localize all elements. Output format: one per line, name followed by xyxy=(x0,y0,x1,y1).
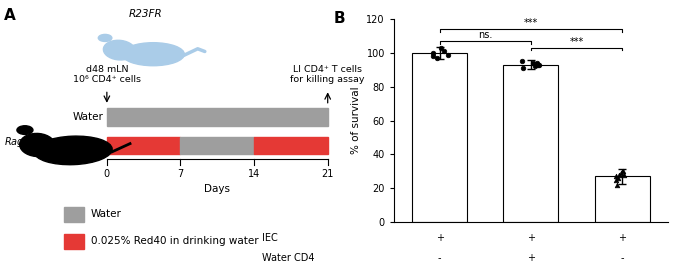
Text: 14: 14 xyxy=(248,169,260,179)
Point xyxy=(534,63,545,67)
Text: d48 mLN
10⁶ CD4⁺ cells: d48 mLN 10⁶ CD4⁺ cells xyxy=(73,64,141,84)
Ellipse shape xyxy=(17,126,33,134)
Point xyxy=(427,51,438,55)
Bar xyxy=(64,234,84,249)
Point xyxy=(436,46,447,50)
Ellipse shape xyxy=(34,136,112,165)
Text: $\it{Rag1}$$^{-/-}$: $\it{Rag1}$$^{-/-}$ xyxy=(3,134,45,150)
Bar xyxy=(412,53,467,222)
Ellipse shape xyxy=(103,40,135,60)
Text: Red 40: Red 40 xyxy=(67,141,103,151)
Point xyxy=(532,61,543,65)
Point xyxy=(432,56,443,60)
Text: A: A xyxy=(3,8,15,23)
Bar xyxy=(64,207,84,222)
Point xyxy=(613,176,624,180)
Text: ***: *** xyxy=(569,37,584,47)
Point xyxy=(530,64,540,69)
Point xyxy=(616,171,627,175)
Ellipse shape xyxy=(122,43,184,66)
Bar xyxy=(107,137,327,154)
Text: +: + xyxy=(436,234,444,243)
Text: +: + xyxy=(527,234,535,243)
Text: R23FR: R23FR xyxy=(129,9,163,20)
Text: ***: *** xyxy=(524,18,538,28)
Text: +: + xyxy=(527,253,535,263)
Point xyxy=(443,52,453,57)
Bar xyxy=(64,234,84,249)
Text: LI CD4⁺ T cells
for killing assay: LI CD4⁺ T cells for killing assay xyxy=(290,64,365,84)
Text: 0.025% Red40 in drinking water: 0.025% Red40 in drinking water xyxy=(91,236,258,246)
Bar xyxy=(107,108,327,126)
Bar xyxy=(180,137,254,154)
Bar xyxy=(254,137,327,154)
Point xyxy=(516,59,527,63)
Text: IEC: IEC xyxy=(262,234,278,243)
Text: 7: 7 xyxy=(177,169,184,179)
Point xyxy=(611,174,622,179)
Point xyxy=(517,66,528,70)
Text: B: B xyxy=(334,11,345,26)
Bar xyxy=(595,176,649,222)
Text: -: - xyxy=(621,253,624,263)
Point xyxy=(438,49,449,53)
Point xyxy=(619,173,630,177)
Bar xyxy=(64,207,84,222)
Bar xyxy=(503,65,558,222)
Point xyxy=(612,183,623,187)
Text: 21: 21 xyxy=(321,169,334,179)
Text: -: - xyxy=(438,253,441,263)
Y-axis label: % of survival: % of survival xyxy=(351,87,361,154)
Point xyxy=(617,169,628,174)
Text: ns.: ns. xyxy=(478,30,493,40)
Text: 0: 0 xyxy=(104,169,110,179)
Bar xyxy=(107,137,180,154)
Point xyxy=(427,54,438,59)
Point xyxy=(611,178,622,182)
Ellipse shape xyxy=(20,133,55,157)
Point xyxy=(532,63,543,67)
Point xyxy=(527,61,538,65)
Text: Water: Water xyxy=(73,112,103,122)
Text: Days: Days xyxy=(204,184,230,194)
Text: +: + xyxy=(618,234,626,243)
Point xyxy=(613,173,624,177)
Text: Water CD4: Water CD4 xyxy=(262,253,315,263)
Text: Water: Water xyxy=(91,209,122,219)
Ellipse shape xyxy=(99,34,112,41)
Bar xyxy=(107,108,327,126)
